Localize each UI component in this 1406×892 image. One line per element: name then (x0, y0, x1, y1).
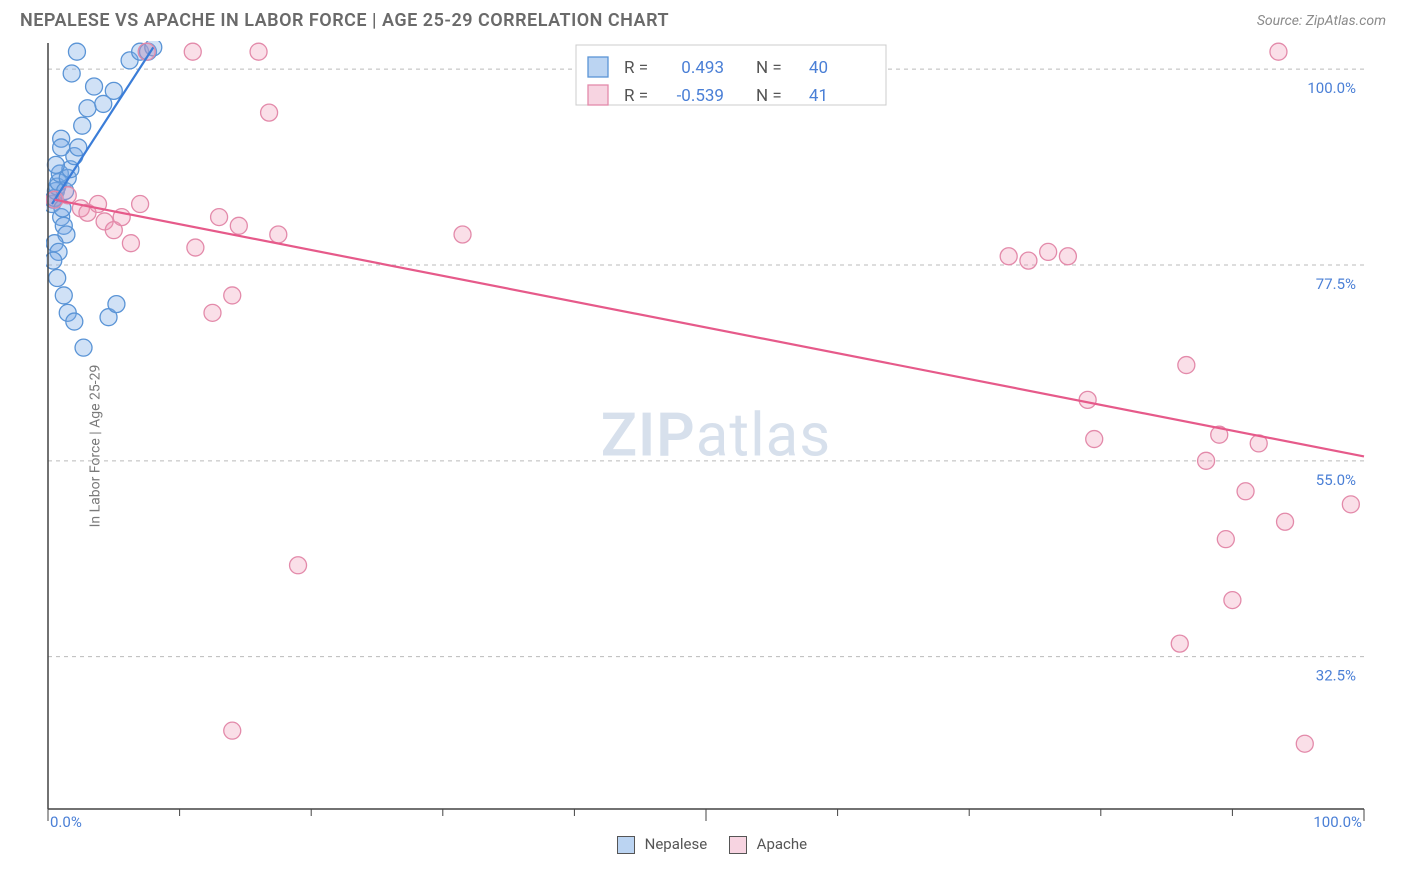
data-point (204, 304, 221, 321)
data-point (1277, 513, 1294, 530)
data-point (1171, 635, 1188, 652)
data-point (1296, 735, 1313, 752)
chart-title: NEPALESE VS APACHE IN LABOR FORCE | AGE … (20, 10, 669, 31)
data-point (250, 43, 267, 60)
stats-legend (576, 45, 886, 105)
data-point (47, 156, 64, 173)
chart-header: NEPALESE VS APACHE IN LABOR FORCE | AGE … (0, 0, 1406, 37)
data-point (1237, 483, 1254, 500)
data-point (53, 139, 70, 156)
data-point (187, 239, 204, 256)
data-point (270, 226, 287, 243)
svg-text:N =: N = (756, 58, 782, 78)
data-point (63, 65, 80, 82)
svg-text:N =: N = (756, 86, 782, 106)
legend-label-apache: Apache (757, 835, 807, 853)
svg-text:41: 41 (809, 86, 828, 106)
data-point (132, 196, 149, 213)
data-point (230, 217, 247, 234)
data-point (454, 226, 471, 243)
svg-text:-0.539: -0.539 (677, 86, 724, 106)
legend-swatch-apache (729, 836, 747, 854)
svg-text:0.493: 0.493 (681, 58, 724, 78)
data-point (1342, 496, 1359, 513)
svg-text:55.0%: 55.0% (1316, 471, 1356, 489)
svg-text:100.0%: 100.0% (1313, 813, 1362, 829)
data-point (184, 43, 201, 60)
data-point (1217, 531, 1234, 548)
data-point (108, 296, 125, 313)
data-point (1224, 592, 1241, 609)
svg-text:32.5%: 32.5% (1316, 667, 1356, 685)
data-point (74, 117, 91, 134)
data-point (86, 78, 103, 95)
data-point (1270, 43, 1287, 60)
svg-text:77.5%: 77.5% (1316, 275, 1356, 293)
chart-area: 32.5% 55.0% 77.5% 100.0% R = 0.493 N = 40 R = -0.… (46, 41, 1386, 829)
data-point (1178, 357, 1195, 374)
data-point (1040, 243, 1057, 260)
data-point (1059, 248, 1076, 265)
data-point (1086, 431, 1103, 448)
data-point (75, 339, 92, 356)
data-point (261, 104, 278, 121)
data-point (49, 270, 66, 287)
data-point (1079, 391, 1096, 408)
data-point (55, 287, 72, 304)
svg-text:R =: R = (624, 86, 648, 106)
data-point (66, 313, 83, 330)
trend-line (55, 200, 1364, 457)
bottom-legend: Nepalese Apache (0, 829, 1406, 854)
data-point (211, 209, 228, 226)
svg-text:40: 40 (809, 58, 828, 78)
data-point (290, 557, 307, 574)
data-point (79, 100, 96, 117)
data-point (122, 235, 139, 252)
svg-text:0.0%: 0.0% (50, 813, 82, 829)
svg-text:R =: R = (624, 58, 648, 78)
data-point (1000, 248, 1017, 265)
svg-text:100.0%: 100.0% (1307, 79, 1356, 97)
legend-swatch-nepalese (617, 836, 635, 854)
chart-source: Source: ZipAtlas.com (1257, 13, 1386, 29)
legend-label-nepalese: Nepalese (645, 835, 708, 853)
data-point (1020, 252, 1037, 269)
data-point (1198, 452, 1215, 469)
data-point (224, 287, 241, 304)
data-point (105, 82, 122, 99)
scatter-chart: 32.5% 55.0% 77.5% 100.0% R = 0.493 N = 40 R = -0.… (46, 41, 1366, 829)
data-point (224, 722, 241, 739)
data-point (68, 43, 85, 60)
